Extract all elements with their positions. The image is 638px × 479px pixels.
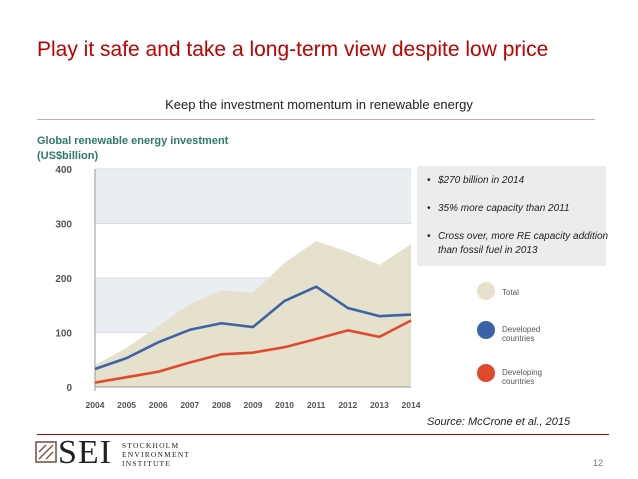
- x-tick-label: 2006: [149, 400, 168, 410]
- y-tick-label: 0: [66, 383, 72, 394]
- y-tick-label: 100: [55, 329, 72, 340]
- legend-label-developing: Developing countries: [502, 368, 542, 386]
- legend-label-line: Developing: [502, 368, 543, 377]
- chart-title: Global renewable energy investment (US$b…: [37, 134, 228, 164]
- key-facts-box: • $270 billion in 2014 • 35% more capaci…: [417, 166, 608, 266]
- legend-swatch-developing: [477, 364, 495, 382]
- x-tick-label: 2009: [244, 400, 263, 410]
- slide-subtitle: Keep the investment momentum in renewabl…: [165, 97, 473, 112]
- sei-logo-icon: [35, 441, 57, 463]
- logo-line-1: STOCKHOLM: [122, 441, 180, 450]
- legend-label-developed: Developed countries: [502, 325, 540, 343]
- x-tick-label: 2012: [338, 400, 357, 410]
- y-tick-label: 400: [55, 165, 72, 176]
- x-tick-label: 2011: [307, 400, 326, 410]
- logo-line-2: ENVIRONMENT: [122, 450, 191, 459]
- y-tick-label: 300: [55, 220, 72, 231]
- x-tick-label: 2004: [86, 400, 105, 410]
- key-fact-text: $270 billion in 2014: [438, 175, 525, 186]
- slide-title: Play it safe and take a long-term view d…: [37, 38, 549, 61]
- x-tick-label: 2014: [402, 400, 421, 410]
- bullet-icon: •: [427, 175, 431, 186]
- subtitle-divider: [37, 119, 595, 120]
- y-tick-label: 200: [55, 274, 72, 285]
- key-fact-text: 35% more capacity than 2011: [438, 203, 570, 214]
- x-tick-label: 2013: [370, 400, 389, 410]
- legend-label-total: Total: [502, 288, 519, 297]
- chart-title-line-1: Global renewable energy investment: [37, 135, 229, 147]
- page-number: 12: [593, 458, 604, 468]
- legend-swatch-total: [477, 282, 495, 300]
- bullet-icon: •: [427, 203, 431, 214]
- logo-line-3: INSTITUTE: [122, 459, 172, 468]
- footer-divider: [37, 434, 609, 435]
- logo-wordmark: STOCKHOLM ENVIRONMENT INSTITUTE: [122, 441, 190, 468]
- series-developed-line: [94, 285, 412, 371]
- grid-band: [95, 169, 411, 224]
- x-tick-label: 2007: [180, 400, 199, 410]
- x-tick-label: 2008: [212, 400, 231, 410]
- legend-swatch-developed: [477, 321, 495, 339]
- key-fact-text: Cross over, more RE capacity addition th…: [438, 231, 609, 256]
- bullet-icon: •: [427, 231, 431, 242]
- series-developing-line: [94, 319, 412, 384]
- source-citation: Source: McCrone et al., 2015: [427, 416, 571, 428]
- x-tick-label: 2005: [117, 400, 136, 410]
- x-tick-label: 2010: [275, 400, 294, 410]
- legend-label-line: Developed: [502, 325, 541, 334]
- legend-label-line: countries: [502, 334, 535, 343]
- series-total-area: [95, 240, 411, 387]
- chart-title-unit: (US$billion): [37, 150, 99, 162]
- legend-label-line: countries: [502, 377, 535, 386]
- logo-acronym: SEI: [58, 434, 112, 471]
